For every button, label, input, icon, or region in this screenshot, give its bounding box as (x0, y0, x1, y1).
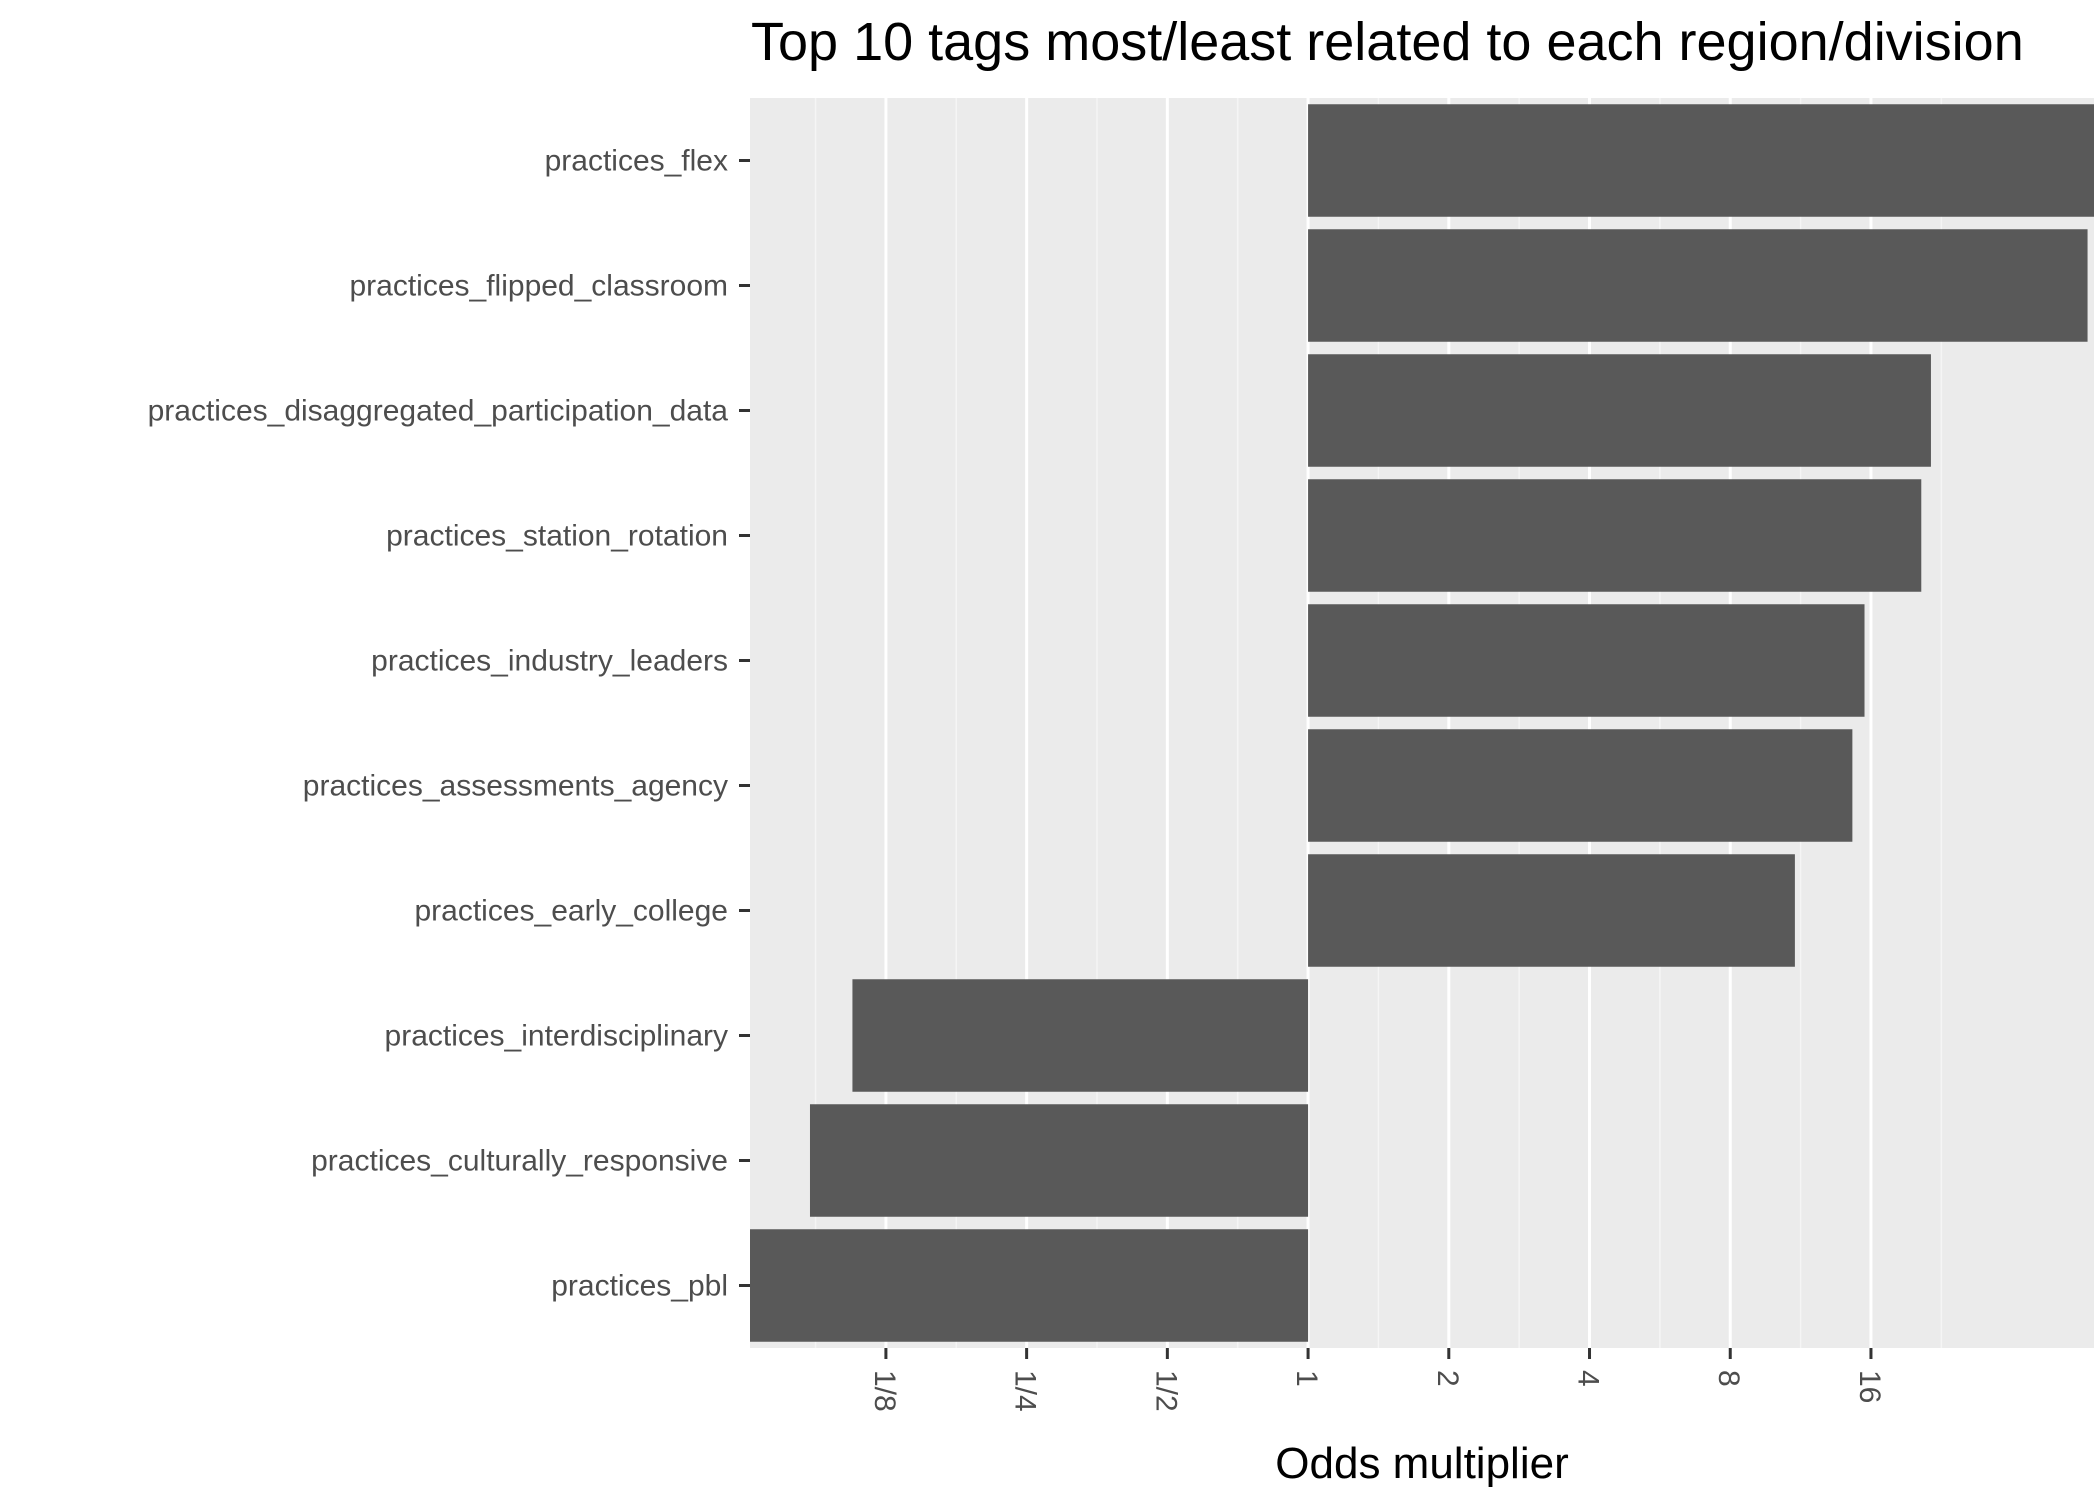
y-tick-label: practices_early_college (414, 895, 728, 928)
bar-practices-industry-leaders (1308, 604, 1865, 717)
bar-practices-pbl (750, 1229, 1309, 1342)
chart-title: Top 10 tags most/least related to each r… (751, 12, 2024, 72)
bar-practices-culturally-responsive (809, 1104, 1309, 1217)
x-axis-label: Odds multiplier (1275, 1439, 1568, 1488)
x-tick-label: 1/8 (868, 1370, 901, 1412)
bar-practices-disaggregated-participation-data (1308, 354, 1931, 467)
bar-practices-flipped-classroom (1308, 229, 2088, 342)
bar-practices-early-college (1308, 854, 1795, 967)
bar-practices-assessments-agency (1308, 729, 1853, 842)
x-tick-label: 1 (1290, 1370, 1323, 1387)
y-tick-label: practices_interdisciplinary (385, 1020, 728, 1053)
y-tick-label: practices_flipped_classroom (349, 270, 728, 303)
y-tick-label: practices_station_rotation (386, 520, 728, 553)
x-tick-label: 2 (1431, 1370, 1464, 1387)
bar-practices-flex (1308, 104, 2094, 217)
y-tick-label: practices_pbl (551, 1270, 728, 1303)
bar-practices-station-rotation (1308, 479, 1922, 592)
x-tick-label: 16 (1853, 1370, 1886, 1403)
x-axis: 1/8 1/4 1/2 1 2 4 8 16 (868, 1348, 1886, 1412)
x-tick-label: 1/4 (1009, 1370, 1042, 1412)
bar-practices-interdisciplinary (852, 979, 1309, 1092)
bars-group (750, 104, 2094, 1342)
y-tick-label: practices_assessments_agency (303, 770, 728, 803)
x-tick-label: 4 (1572, 1370, 1605, 1387)
y-tick-label: practices_industry_leaders (371, 645, 728, 678)
x-tick-label: 1/2 (1149, 1370, 1182, 1412)
y-tick-label: practices_disaggregated_participation_da… (148, 395, 729, 428)
y-tick-label: practices_culturally_responsive (311, 1145, 728, 1178)
y-axis: practices_flex practices_flipped_classroo… (148, 145, 750, 1303)
y-tick-label: practices_flex (545, 145, 728, 178)
x-tick-label: 8 (1712, 1370, 1745, 1387)
